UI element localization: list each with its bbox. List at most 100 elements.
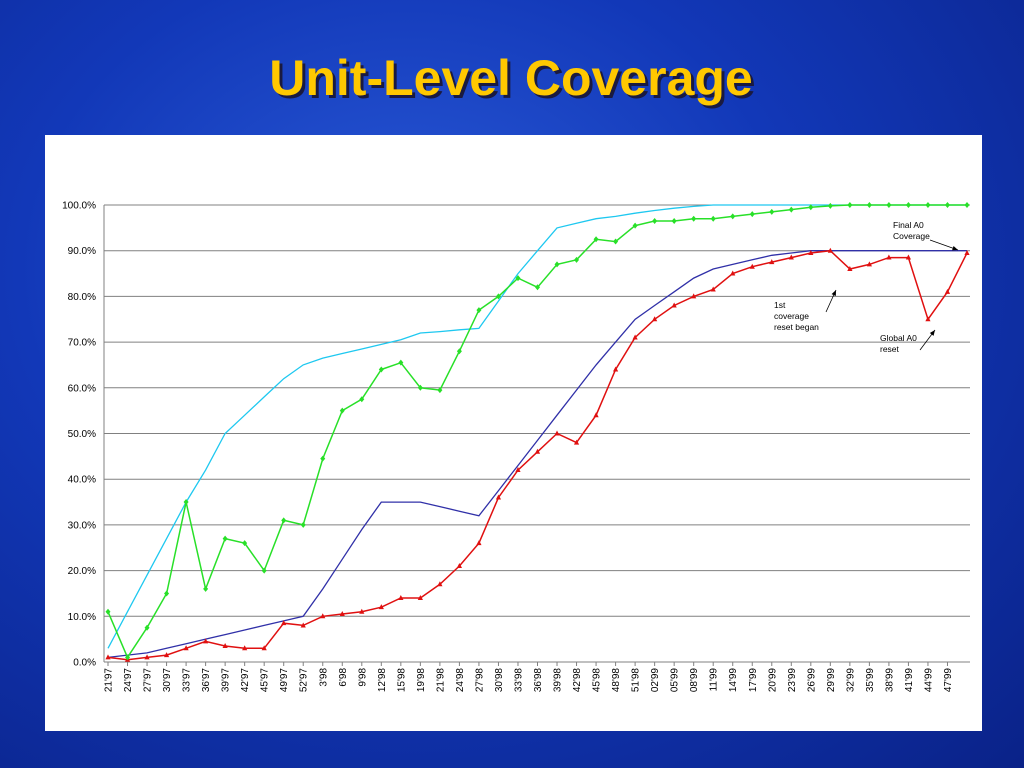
y-tick-label: 100.0% (62, 201, 96, 212)
data-point (710, 215, 716, 222)
data-point (847, 265, 853, 271)
data-point (808, 204, 814, 211)
data-point (300, 622, 306, 628)
x-tick-label: 20'99 (767, 668, 778, 693)
annotation: reset began (774, 322, 819, 332)
data-point (378, 604, 384, 610)
data-point (905, 254, 912, 260)
x-tick-label: 05'99 (670, 668, 681, 693)
data-point (534, 448, 541, 454)
x-tick-label: 30'97 (162, 668, 173, 693)
annotation: 1st (774, 300, 786, 310)
data-point (749, 211, 755, 218)
data-point (925, 202, 931, 208)
data-point (944, 202, 950, 208)
data-point (515, 467, 521, 473)
x-tick-label: 23'99 (787, 668, 798, 693)
data-point (339, 407, 345, 414)
data-point (242, 645, 248, 651)
x-tick-label: 24'98 (455, 668, 466, 693)
data-point (105, 654, 111, 660)
y-tick-label: 10.0% (68, 612, 96, 623)
series-line (107, 204, 967, 649)
chart-title: Unit-Level Coverage (269, 50, 752, 106)
data-point (613, 238, 619, 245)
annotation: Coverage (893, 231, 930, 241)
data-point (788, 206, 794, 213)
data-point (476, 540, 482, 546)
data-point (593, 412, 599, 418)
data-point (808, 249, 814, 255)
data-point (554, 261, 560, 268)
data-point (437, 387, 443, 394)
x-tick-label: 41'99 (904, 668, 915, 693)
data-point (652, 316, 658, 322)
data-point (456, 563, 463, 569)
data-point (866, 261, 872, 267)
x-tick-label: 6'98 (338, 668, 349, 687)
data-point (769, 259, 775, 265)
y-tick-label: 20.0% (68, 566, 96, 577)
x-tick-label: 15'98 (396, 668, 407, 693)
data-point (769, 208, 775, 215)
data-point (964, 202, 970, 208)
x-tick-label: 51'98 (631, 668, 642, 693)
data-point (730, 270, 736, 276)
data-point (886, 202, 892, 208)
data-point (144, 624, 150, 631)
data-point (203, 638, 209, 644)
x-tick-label: 29'99 (826, 668, 837, 693)
x-tick-label: 42'97 (240, 668, 251, 693)
x-tick-label: 02'99 (650, 668, 661, 693)
data-point (495, 293, 501, 300)
data-point (847, 202, 853, 208)
data-point (944, 288, 951, 294)
data-point (691, 215, 697, 222)
annotation: coverage (774, 311, 809, 321)
x-tick-label: 39'97 (221, 668, 232, 693)
data-point (281, 620, 287, 626)
y-tick-label: 90.0% (68, 246, 96, 257)
x-tick-label: 45'98 (592, 668, 603, 693)
data-point (476, 307, 482, 314)
data-point (515, 275, 521, 282)
arrow-head (952, 245, 958, 251)
data-point (554, 430, 560, 436)
data-point (905, 202, 911, 208)
annotation: Global A0 (880, 333, 917, 343)
x-tick-label: 21'97 (104, 668, 115, 693)
data-point (749, 263, 755, 269)
x-tick-label: 3'98 (318, 668, 329, 687)
data-point (183, 645, 189, 651)
title-shadow: Unit-Level Coverage (272, 53, 755, 109)
data-point (359, 396, 365, 403)
data-point (671, 302, 677, 308)
annotation: reset (880, 344, 900, 354)
data-point (222, 535, 228, 542)
data-point (671, 217, 677, 224)
data-point (125, 654, 131, 661)
x-tick-label: 27'98 (474, 668, 485, 693)
data-point (495, 494, 502, 500)
data-point (652, 217, 658, 224)
data-point (242, 540, 248, 547)
data-point (261, 645, 267, 651)
x-tick-label: 08'99 (689, 668, 700, 693)
y-tick-label: 70.0% (68, 338, 96, 349)
data-point (886, 254, 892, 260)
x-tick-label: 47'99 (943, 668, 954, 693)
x-tick-label: 45'97 (260, 668, 271, 693)
data-point (827, 202, 833, 209)
y-tick-label: 50.0% (68, 429, 96, 440)
x-tick-label: 49'97 (279, 668, 290, 693)
y-tick-label: 40.0% (68, 475, 96, 486)
data-point (222, 643, 228, 649)
x-tick-label: 33'97 (182, 668, 193, 693)
data-point (398, 595, 404, 601)
data-point (866, 202, 872, 208)
data-point (925, 316, 931, 322)
data-point (417, 595, 423, 601)
data-point (183, 499, 189, 506)
data-point (300, 521, 306, 528)
data-point (691, 293, 697, 299)
